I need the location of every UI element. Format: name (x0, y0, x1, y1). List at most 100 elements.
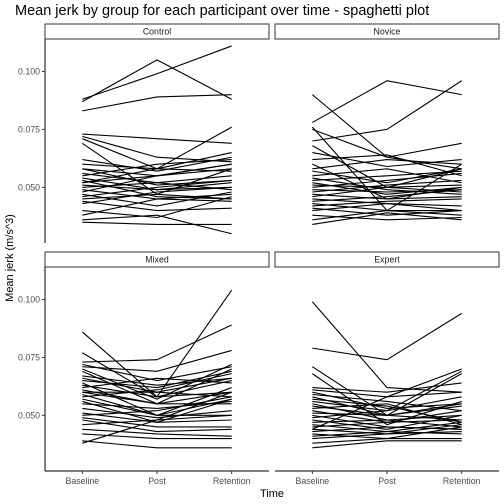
series-line-mixed-10 (82, 370, 232, 389)
series-line-novice-2 (312, 80, 462, 123)
series-line-control-28 (82, 221, 232, 225)
series-line-control-30 (82, 152, 232, 184)
series-group-control (82, 45, 232, 235)
series-line-novice-19 (312, 179, 462, 193)
series-line-control-29 (82, 168, 232, 186)
series-line-expert-2 (312, 312, 462, 361)
series-line-mixed-22 (82, 407, 232, 419)
strip-label-expert: Expert (374, 255, 400, 265)
series-line-mixed-3 (82, 324, 232, 363)
series-line-expert-22 (312, 419, 462, 428)
panel-mixed: Mixed 0.050 0.075 0.100 Baseline Post Retentio… (18, 251, 270, 486)
series-line-novice-10 (312, 158, 462, 170)
series-line-mixed-23 (82, 412, 232, 423)
series-line-control-20 (82, 191, 232, 207)
series-line-mixed-12 (82, 384, 232, 398)
series-line-mixed-21 (82, 400, 232, 409)
y-tick-label: 0.050 (18, 182, 40, 192)
series-line-novice-25 (312, 198, 462, 207)
x-tick-label: Post (378, 476, 396, 486)
series-line-mixed-18 (82, 373, 232, 398)
strip-expert (274, 251, 500, 268)
series-line-novice-13 (312, 177, 462, 195)
series-line-control-3 (82, 94, 232, 112)
series-line-mixed-28 (82, 428, 232, 437)
series-line-mixed-4 (82, 363, 232, 382)
series-line-expert-8 (312, 393, 462, 412)
strip-mixed (44, 251, 270, 268)
series-line-expert-14 (312, 403, 462, 426)
strip-novice (274, 23, 500, 40)
series-line-control-5 (82, 135, 232, 163)
series-line-expert-18 (312, 396, 462, 419)
series-line-expert-19 (312, 414, 462, 430)
series-line-mixed-19 (82, 398, 232, 416)
y-tick-label: 0.050 (18, 410, 40, 420)
series-line-novice-21 (312, 186, 462, 198)
series-line-expert-5 (312, 382, 462, 393)
series-line-expert-26 (312, 421, 462, 437)
series-group-expert (311, 301, 462, 449)
series-line-control-4 (82, 133, 232, 144)
series-line-novice-4 (312, 128, 462, 158)
series-line-expert-1 (311, 301, 462, 393)
series-line-expert-28 (312, 437, 462, 444)
series-line-control-17 (82, 182, 232, 191)
series-line-novice-29 (312, 210, 462, 221)
series-line-control-27 (82, 214, 232, 235)
series-line-novice-30 (312, 212, 462, 225)
series-line-novice-5 (312, 80, 462, 142)
x-tick-label: Post (148, 476, 166, 486)
series-line-control-2 (82, 45, 232, 100)
strip-label-control: Control (143, 27, 171, 37)
x-tick-label: Baseline (65, 476, 99, 486)
series-line-expert-24 (312, 426, 462, 433)
series-line-expert-29 (312, 440, 462, 449)
series-line-control-25 (82, 196, 232, 219)
series-line-expert-27 (312, 431, 462, 440)
panel-control: Control 0.050 0.075 0.100 (18, 23, 270, 243)
series-line-novice-23 (312, 189, 462, 202)
x-tick-label: Retention (443, 476, 481, 486)
x-axis-title: Time (260, 488, 284, 500)
series-group-novice (311, 80, 462, 225)
series-line-control-24 (82, 186, 232, 205)
series-line-control-21 (82, 179, 232, 198)
series-line-control-26 (82, 198, 232, 216)
strip-label-novice: Novice (374, 27, 401, 37)
strip-control (44, 23, 270, 40)
series-line-mixed-5 (82, 349, 232, 372)
y-axis-title: Mean jerk (m/s^3) (4, 214, 16, 302)
series-line-control-8 (82, 156, 232, 172)
facet-panels: Control 0.050 0.075 0.100 Novice Mixed 0.050 0.… (18, 23, 500, 486)
series-line-control-12 (82, 159, 232, 177)
series-line-novice-11 (312, 168, 462, 184)
strip-label-mixed: Mixed (145, 255, 169, 265)
series-line-novice-15 (312, 182, 462, 195)
series-line-expert-30 (312, 368, 462, 430)
series-line-novice-7 (312, 152, 462, 168)
series-line-mixed-25 (82, 417, 232, 428)
series-line-control-19 (82, 163, 232, 193)
y-tick-label: 0.075 (18, 352, 40, 362)
y-tick-label: 0.100 (18, 294, 40, 304)
series-line-mixed-31 (82, 391, 232, 444)
series-line-control-23 (82, 200, 232, 212)
series-line-expert-7 (312, 391, 462, 409)
series-line-control-22 (82, 193, 232, 200)
series-line-novice-8 (312, 154, 462, 177)
series-line-mixed-26 (82, 419, 232, 433)
x-tick-label: Baseline (295, 476, 329, 486)
series-line-mixed-30 (82, 440, 232, 449)
series-line-novice-26 (312, 207, 462, 216)
x-tick-label: Retention (213, 476, 251, 486)
series-group-mixed (81, 289, 233, 449)
chart-title: Mean jerk by group for each participant … (15, 3, 429, 19)
series-line-novice-20 (312, 193, 462, 200)
y-tick-label: 0.100 (18, 66, 40, 76)
series-line-mixed-15 (82, 391, 232, 398)
series-line-novice-27 (312, 203, 462, 212)
series-line-novice-17 (312, 172, 462, 188)
y-tick-label: 0.075 (18, 124, 40, 134)
series-line-expert-16 (312, 405, 462, 416)
